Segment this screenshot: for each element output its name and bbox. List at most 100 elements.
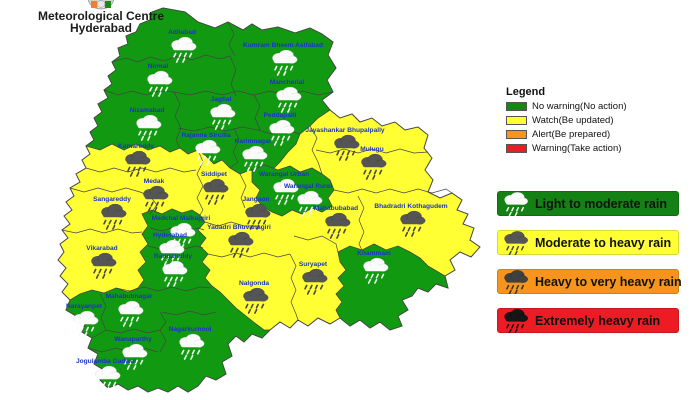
district-label: Mancherial	[270, 79, 305, 86]
district-border	[229, 127, 240, 169]
org-title: Meteorological Centre	[37, 9, 165, 23]
light-rain-cloud-icon	[210, 103, 236, 130]
district-label: Bhadradri Kothagudem	[374, 203, 447, 210]
district-border	[204, 221, 258, 227]
district-border	[227, 21, 236, 57]
district-label: Jayashankar Bhupalpally	[305, 127, 384, 134]
district-border	[103, 89, 175, 96]
district-label: Medak	[144, 178, 165, 185]
rain-scale-extremely-heavy: Extremely heavy rain	[497, 308, 679, 333]
moderate-rain-cloud-icon	[502, 230, 532, 255]
district-marker: Nizamabad	[130, 107, 165, 141]
district-marker: Rangareddy	[154, 253, 192, 287]
district-marker: Jogulamba Gadwal	[76, 358, 136, 392]
dark-rain-cloud-icon	[302, 268, 328, 295]
district-label: Nalgonda	[239, 280, 269, 287]
district-label: Mahabubabad	[314, 205, 358, 212]
light-rain-cloud-icon	[297, 190, 323, 217]
light-rain-cloud-icon	[136, 114, 162, 141]
district-label: Mahabubnagar	[106, 293, 153, 300]
district-label: Medchal Malkajgiri	[152, 215, 211, 222]
district-marker: Sangareddy	[93, 196, 131, 230]
district-label: Rajanna Sircilla	[181, 132, 230, 139]
light-rain-cloud-icon	[179, 333, 205, 360]
dark-rain-cloud-icon	[245, 203, 271, 230]
district-label: Warangal Rural	[284, 183, 332, 190]
district-marker: Nagarkurnool	[169, 326, 212, 360]
district-label: Vikarabad	[86, 245, 117, 252]
dark-rain-cloud-icon	[203, 178, 229, 205]
district-border	[115, 286, 213, 292]
district-marker: Jayashankar Bhupalpally	[305, 127, 385, 161]
district-marker: Nalgonda	[239, 280, 269, 314]
district-marker: Adilabad	[168, 29, 197, 63]
header: Meteorological Centre Hyderabad	[6, 0, 196, 35]
district-label: Jangaon	[242, 196, 269, 203]
legend-item-alert: Alert(Be prepared)	[506, 129, 627, 140]
district-marker: Mahabubnagar	[106, 293, 153, 327]
light-rain-cloud-icon	[504, 191, 528, 216]
district-border	[253, 94, 261, 131]
district-border	[309, 125, 323, 175]
district-marker: Narayanpet	[66, 303, 103, 337]
district-border	[293, 235, 339, 253]
district-label: Mulugu	[360, 146, 383, 153]
district-label: Kumram Bheem Asifabad	[243, 42, 323, 49]
district-label: Jagtial	[211, 96, 232, 103]
district-border	[159, 311, 167, 331]
light-rain-cloud-icon	[147, 70, 173, 97]
legend-title: Legend	[506, 86, 546, 98]
district-label: Nagarkurnool	[169, 326, 212, 333]
district-marker: Vikarabad	[86, 245, 118, 279]
rain-scale-legend: Light to moderate rain Moderate to heavy…	[497, 191, 682, 347]
dark-rain-cloud-icon	[361, 153, 387, 180]
district-border	[61, 228, 143, 234]
district-marker: Hyderabad	[153, 232, 187, 266]
dark-rain-cloud-icon	[125, 150, 151, 177]
district-label: Jogulamba Gadwal	[76, 358, 136, 365]
dark-rain-cloud-icon	[101, 203, 127, 230]
light-rain-cloud-icon	[95, 365, 121, 392]
district-label: Hyderabad	[153, 232, 187, 239]
light-rain-cloud-icon	[502, 191, 532, 216]
rain-scale-heavy-very-heavy: Heavy to very heavy rain	[497, 269, 682, 294]
district-marker: Khammam	[357, 250, 391, 284]
warning-swatch	[506, 143, 527, 153]
district-label: Rangareddy	[154, 253, 192, 260]
district-border	[111, 54, 231, 63]
light-rain-cloud-icon	[171, 36, 197, 63]
district-marker: Mulugu	[360, 146, 387, 180]
light-rain-cloud-icon	[269, 119, 295, 146]
district-border	[105, 328, 161, 334]
district-marker: Yadadri Bhuvanagiri	[207, 224, 271, 258]
district-border	[207, 252, 291, 258]
district-label: Narayanpet	[66, 303, 103, 310]
district-label: Peddapalli	[264, 112, 297, 119]
district-marker: Jangaon	[242, 196, 271, 230]
district-marker: Kamareddy	[118, 143, 154, 177]
district-border	[357, 195, 365, 251]
district-marker: Wanaparthy	[114, 336, 152, 370]
district-border	[85, 167, 197, 173]
light-rain-cloud-icon	[276, 86, 302, 113]
district-border	[91, 293, 107, 339]
district-border	[161, 310, 217, 316]
alert-swatch	[506, 129, 527, 139]
org-city: Hyderabad	[69, 21, 133, 35]
district-marker: Mahabubabad	[314, 205, 358, 239]
legend-item-warning: Warning(Take action)	[506, 143, 627, 154]
district-label: Yadadri Bhuvanagiri	[207, 224, 271, 231]
light-rain-cloud-icon	[272, 49, 298, 76]
district-label: Adilabad	[168, 29, 196, 36]
district-border	[315, 148, 429, 154]
legend-item-watch: Watch(Be updated)	[506, 115, 627, 126]
district-label: Nizamabad	[130, 107, 165, 114]
district-border	[333, 188, 453, 194]
watch-swatch	[506, 115, 527, 125]
dark-rain-cloud-icon	[334, 134, 360, 161]
light-rain-cloud-icon	[159, 239, 185, 266]
district-marker: Medchal Malkajgiri	[152, 215, 211, 249]
dark-rain-cloud-icon	[504, 230, 528, 255]
dark-rain-cloud-icon	[91, 252, 117, 279]
